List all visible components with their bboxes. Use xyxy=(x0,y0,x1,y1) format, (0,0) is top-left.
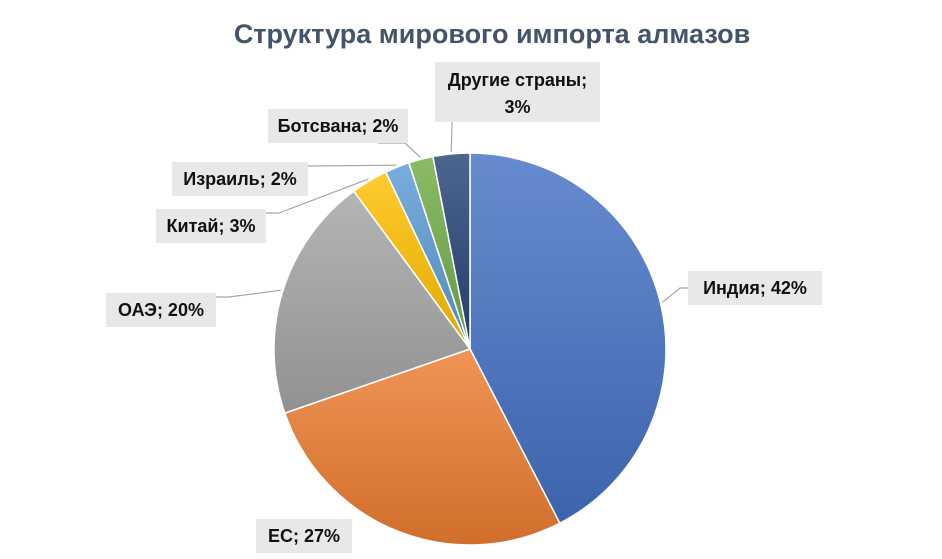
leader-line-оаэ xyxy=(216,289,281,298)
pie-slices xyxy=(273,152,667,546)
leader-line-израиль xyxy=(308,164,397,167)
data-label-box-оаэ xyxy=(106,293,216,327)
leader-line-другие-страны xyxy=(450,122,453,152)
pie-slice-индия xyxy=(469,152,667,525)
leader-line-индия xyxy=(662,287,688,303)
data-label-box-китай xyxy=(156,209,266,243)
leader-lines xyxy=(216,122,688,303)
data-labels: Индия; 42% ЕС; 27% ОАЭ; 20% Китай; 3% Израил… xyxy=(106,62,822,553)
data-label-other-line1: Другие страны; xyxy=(448,70,587,90)
data-label-box-другие-страны xyxy=(435,62,600,122)
data-label-other-line2: 3% xyxy=(504,97,530,117)
leader-line-ботсвана xyxy=(378,142,421,158)
data-label-оаэ: ОАЭ; 20% xyxy=(118,300,204,320)
data-label-box-израиль xyxy=(172,162,308,196)
pie-slice-оаэ xyxy=(273,190,472,415)
data-label-ес: ЕС; 27% xyxy=(268,526,340,546)
chart-title: Структура мирового импорта алмазов xyxy=(234,19,750,49)
data-label-ботсвана: Ботсвана; 2% xyxy=(278,116,399,136)
pie-slice-ес xyxy=(283,348,561,546)
data-label-индия: Индия; 42% xyxy=(703,278,807,298)
data-label-box-ботсвана xyxy=(268,109,408,143)
pie-slice-другие-страны xyxy=(432,152,471,350)
data-label-китай: Китай; 3% xyxy=(167,216,256,236)
data-label-израиль: Израиль; 2% xyxy=(183,169,296,189)
data-label-box-ес xyxy=(256,519,352,553)
leader-line-китай xyxy=(266,178,369,214)
data-label-box-индия xyxy=(688,271,822,305)
